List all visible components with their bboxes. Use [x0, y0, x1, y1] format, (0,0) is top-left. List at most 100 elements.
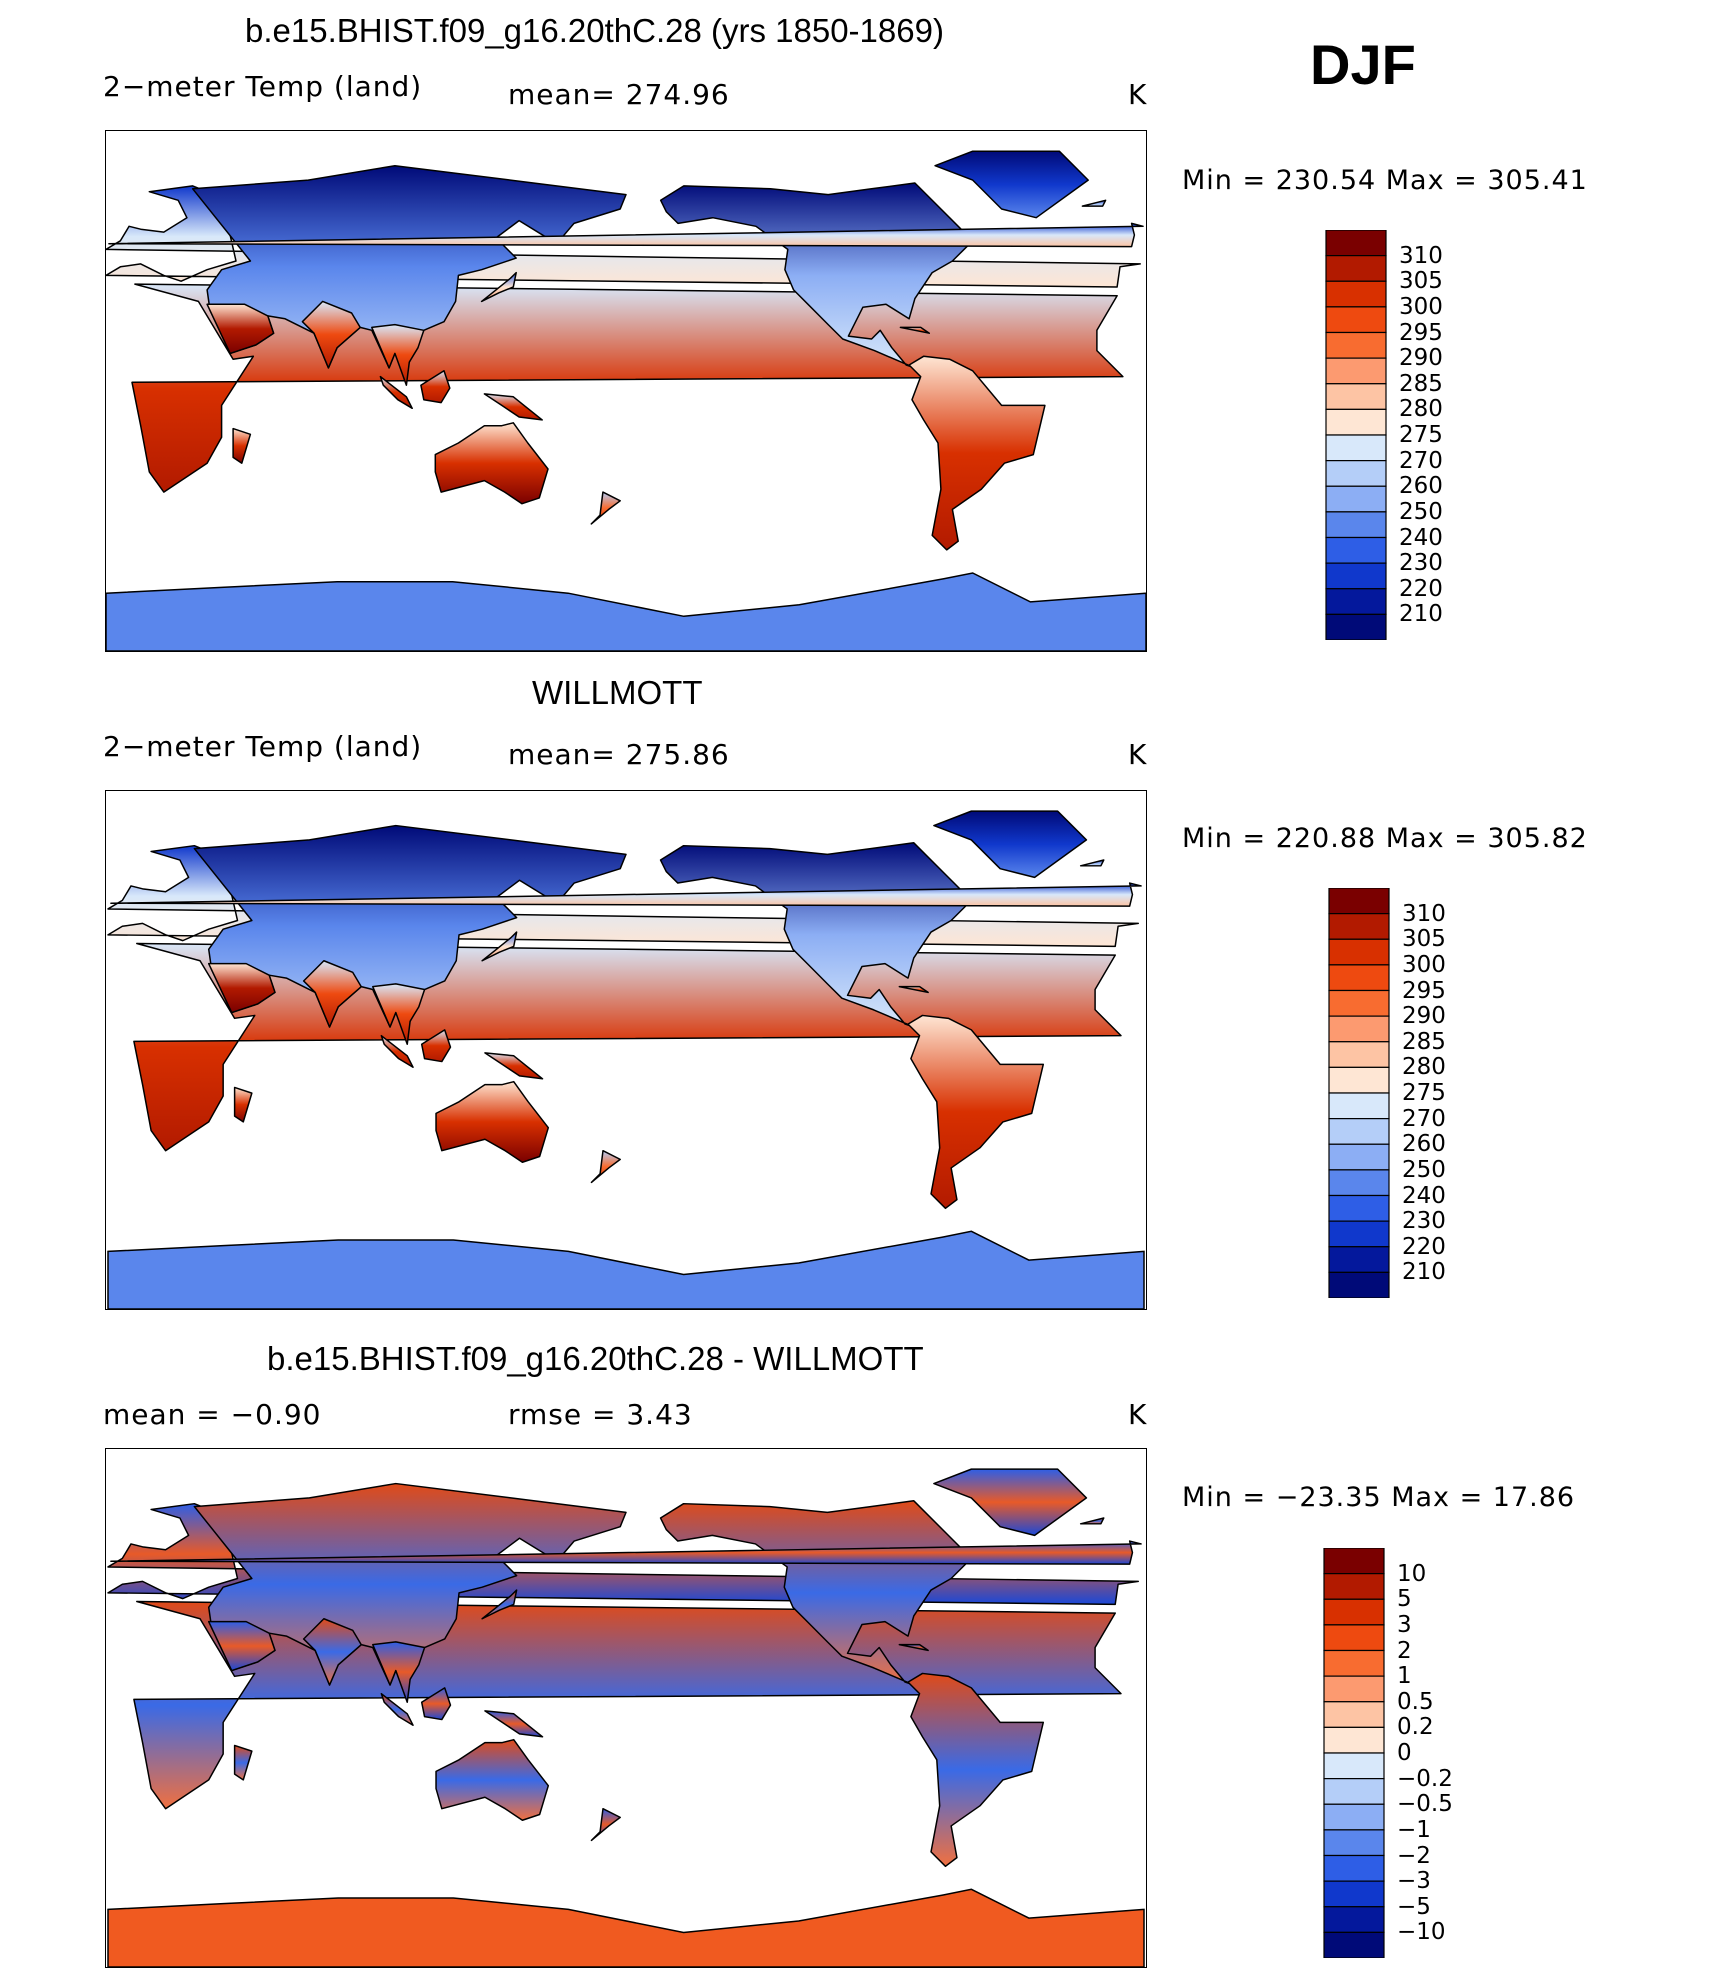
arabia-landmass	[207, 1620, 276, 1672]
colorbar-tick-label: 310	[1402, 900, 1446, 927]
colorbar-swatch	[1328, 1169, 1390, 1197]
colorbar-tick-label: 230	[1399, 550, 1443, 577]
colorbar-swatch	[1328, 1246, 1390, 1273]
colorbar-tick-label: 210	[1402, 1259, 1446, 1286]
panel1-mean-label: mean= 274.96	[508, 78, 730, 111]
antarctica-landmass	[106, 572, 1146, 651]
panel3-colorbar: 10 5 3 2 1 0.5 0.2 0 −0.2 −0.5 −1 −2 −3 −5 −10	[1323, 1547, 1453, 1959]
panel1-map	[105, 130, 1147, 652]
australia-landmass	[435, 1738, 550, 1822]
iceland-landmass	[1079, 859, 1105, 867]
colorbar-swatch	[1328, 964, 1390, 992]
colorbar-swatch	[1323, 1675, 1385, 1703]
panel1-variable-label: 2−meter Temp (land)	[103, 70, 423, 103]
colorbar-tick-label: 260	[1402, 1131, 1446, 1158]
colorbar-swatch	[1323, 1880, 1385, 1908]
cuba-landmass	[899, 326, 931, 334]
season-label: DJF	[1310, 33, 1416, 96]
nz-landmass	[590, 1149, 621, 1184]
panel3-mean-label: mean = −0.90	[103, 1398, 322, 1431]
iceland-landmass	[1081, 199, 1107, 207]
colorbar-tick-label: 305	[1402, 926, 1446, 953]
india-landmass	[302, 1617, 362, 1686]
colorbar-tick-label: 275	[1399, 422, 1443, 448]
colorbar-tick-label: −3	[1397, 1868, 1431, 1895]
colorbar-swatch	[1325, 255, 1387, 282]
panel2-units: K	[1128, 738, 1148, 771]
colorbar-swatch	[1325, 408, 1387, 436]
madagascar-landmass	[233, 1086, 253, 1123]
newguinea-landmass	[483, 393, 543, 421]
panel2-title: WILLMOTT	[532, 674, 703, 711]
colorbar-tick-label: 270	[1399, 447, 1443, 474]
namerica-landmass	[659, 1500, 973, 1686]
seasia-landmass	[372, 1641, 426, 1703]
colorbar-tick-label: 240	[1399, 524, 1443, 551]
borneo-landmass	[420, 1687, 452, 1721]
colorbar-swatch	[1328, 1015, 1390, 1043]
panel2-map	[105, 790, 1147, 1310]
colorbar-swatch	[1323, 1547, 1385, 1575]
colorbar-tick-label: 210	[1399, 601, 1443, 628]
colorbar-swatch	[1323, 1752, 1385, 1780]
colorbar-tick-label: 5	[1397, 1586, 1412, 1613]
colorbar-swatch	[1325, 536, 1387, 564]
panel3-min-max: Min = −23.35 Max = 17.86	[1182, 1482, 1576, 1513]
panel3-units: K	[1128, 1398, 1148, 1431]
greenland-landmass	[933, 1468, 1088, 1537]
india-landmass	[302, 959, 362, 1028]
colorbar-tick-label: 295	[1402, 977, 1446, 1004]
colorbar-swatch	[1323, 1573, 1385, 1600]
colorbar-tick-label: 0.5	[1397, 1688, 1434, 1715]
colorbar-tick-label: 0	[1397, 1740, 1412, 1766]
japan-landmass	[481, 931, 518, 962]
arabia-landmass	[206, 303, 275, 355]
sumatra-landmass	[379, 375, 413, 410]
borneo-landmass	[420, 1029, 452, 1063]
india-landmass	[301, 300, 361, 369]
greenland-landmass	[933, 810, 1088, 879]
colorbar-tick-label: 295	[1399, 319, 1443, 346]
borneo-landmass	[420, 370, 451, 404]
australia-landmass	[434, 422, 549, 505]
panel1-title: b.e15.BHIST.f09_g16.20thC.28 (yrs 1850-1…	[245, 12, 944, 49]
colorbar-tick-label: 285	[1402, 1028, 1446, 1055]
newguinea-landmass	[484, 1710, 544, 1738]
colorbar-tick-label: 260	[1399, 473, 1443, 500]
panel1-world-map	[106, 150, 1146, 651]
colorbar-swatch	[1325, 331, 1387, 359]
colorbar-swatch	[1325, 588, 1387, 615]
panel1-colorbar: 310 305 300 295 290 285 280 275 270 260 250 240 230 2…	[1325, 229, 1443, 641]
panel1-colorbar-swatches	[1325, 229, 1387, 641]
colorbar-swatch	[1328, 1092, 1390, 1120]
sumatra-landmass	[380, 1692, 414, 1726]
colorbar-swatch	[1325, 280, 1387, 308]
namerica-landmass	[659, 182, 974, 369]
colorbar-tick-label: 250	[1402, 1156, 1446, 1183]
colorbar-tick-label: 305	[1399, 268, 1443, 295]
uk-landmass	[108, 222, 1144, 248]
panel2-world-map	[107, 810, 1145, 1309]
colorbar-tick-label: −0.2	[1397, 1765, 1453, 1792]
colorbar-swatch	[1325, 229, 1387, 257]
namerica-landmass	[659, 842, 973, 1028]
colorbar-tick-label: 240	[1402, 1182, 1446, 1209]
colorbar-swatch	[1325, 511, 1387, 539]
colorbar-tick-label: 1	[1397, 1663, 1412, 1690]
australia-landmass	[435, 1080, 550, 1164]
panel1-min-max: Min = 230.54 Max = 305.41	[1182, 165, 1588, 196]
colorbar-tick-label: 280	[1402, 1054, 1446, 1081]
antarctica-landmass	[107, 1888, 1145, 1967]
uk-landmass	[110, 1540, 1142, 1565]
arabia-landmass	[207, 962, 276, 1014]
japan-landmass	[481, 1589, 518, 1620]
cuba-landmass	[898, 1643, 929, 1652]
colorbar-swatch	[1328, 1118, 1390, 1145]
antarctica-landmass	[107, 1230, 1145, 1309]
colorbar-tick-label: 230	[1402, 1208, 1446, 1235]
colorbar-tick-label: 10	[1397, 1560, 1427, 1587]
colorbar-tick-label: −2	[1397, 1842, 1431, 1869]
colorbar-swatch	[1323, 1931, 1385, 1959]
colorbar-swatch	[1323, 1624, 1385, 1652]
colorbar-tick-label: 220	[1399, 575, 1443, 602]
